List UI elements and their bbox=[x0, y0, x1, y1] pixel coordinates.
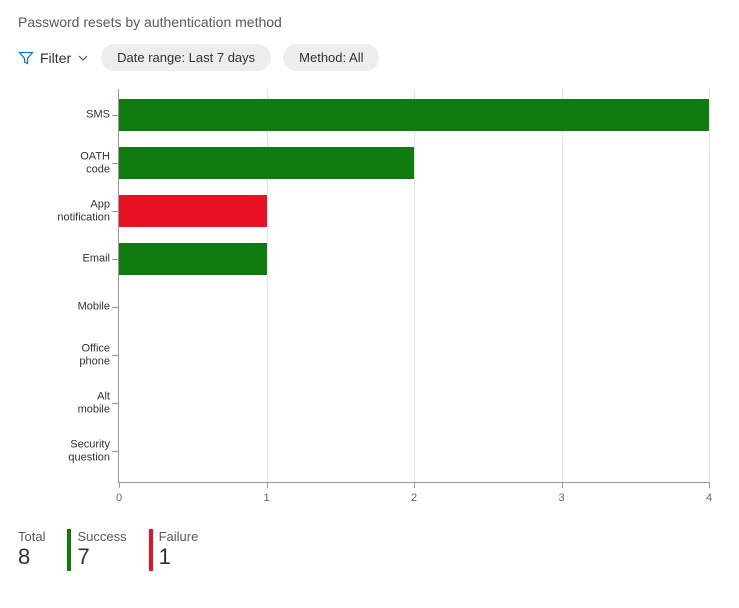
summary-item-0: Total8 bbox=[18, 529, 45, 570]
y-tick bbox=[112, 259, 118, 260]
bar-success[interactable] bbox=[119, 243, 267, 275]
y-axis-label: OATH code bbox=[20, 150, 110, 175]
bar-row bbox=[119, 339, 709, 371]
x-tick-label: 4 bbox=[706, 492, 712, 504]
bar-row bbox=[119, 291, 709, 323]
filter-icon bbox=[18, 50, 34, 66]
summary-row: Total8 Success7 Failure1 bbox=[18, 529, 721, 571]
y-axis-label: Email bbox=[20, 253, 110, 266]
summary-color-bar bbox=[67, 529, 71, 571]
x-tick-label: 1 bbox=[263, 492, 269, 504]
summary-label: Failure bbox=[159, 529, 199, 544]
summary-value: 1 bbox=[159, 544, 199, 570]
x-tick bbox=[119, 482, 120, 488]
filter-pill-0[interactable]: Date range: Last 7 days bbox=[101, 44, 271, 71]
filter-pill-container: Date range: Last 7 days Method: All bbox=[101, 44, 379, 71]
y-tick bbox=[112, 211, 118, 212]
y-tick bbox=[112, 307, 118, 308]
y-axis-label: Alt mobile bbox=[20, 390, 110, 415]
y-axis-label: App notification bbox=[20, 198, 110, 223]
y-axis-label: Office phone bbox=[20, 342, 110, 367]
bar-row bbox=[119, 147, 709, 179]
y-tick bbox=[112, 355, 118, 356]
x-tick-label: 0 bbox=[116, 492, 122, 504]
x-tick bbox=[709, 482, 710, 488]
y-tick bbox=[112, 403, 118, 404]
summary-text: Success7 bbox=[77, 529, 126, 570]
x-tick bbox=[562, 482, 563, 488]
summary-color-bar bbox=[149, 529, 153, 571]
bar-row bbox=[119, 243, 709, 275]
summary-item-1: Success7 bbox=[67, 529, 126, 571]
y-tick bbox=[112, 163, 118, 164]
page-title: Password resets by authentication method bbox=[18, 14, 721, 30]
chevron-down-icon bbox=[77, 52, 89, 64]
summary-value: 7 bbox=[77, 544, 126, 570]
x-tick bbox=[267, 482, 268, 488]
plot-area: 01234 bbox=[118, 89, 709, 483]
x-tick-label: 3 bbox=[558, 492, 564, 504]
filter-button[interactable]: Filter bbox=[18, 50, 89, 66]
bar-row bbox=[119, 387, 709, 419]
x-tick-label: 2 bbox=[411, 492, 417, 504]
bar-success[interactable] bbox=[119, 99, 709, 131]
summary-label: Total bbox=[18, 529, 45, 544]
bar-row bbox=[119, 195, 709, 227]
summary-text: Failure1 bbox=[159, 529, 199, 570]
summary-item-2: Failure1 bbox=[149, 529, 199, 571]
summary-label: Success bbox=[77, 529, 126, 544]
gridline bbox=[709, 89, 710, 482]
chart: 01234 SMSOATH codeApp notificationEmailM… bbox=[76, 89, 709, 509]
bar-row bbox=[119, 435, 709, 467]
y-tick bbox=[112, 451, 118, 452]
x-tick bbox=[414, 482, 415, 488]
bar-success[interactable] bbox=[119, 147, 414, 179]
filter-label: Filter bbox=[40, 50, 71, 66]
y-axis-label: Mobile bbox=[20, 301, 110, 314]
y-tick bbox=[112, 115, 118, 116]
y-axis-label: SMS bbox=[20, 109, 110, 122]
bar-row bbox=[119, 99, 709, 131]
summary-text: Total8 bbox=[18, 529, 45, 570]
filter-pill-1[interactable]: Method: All bbox=[283, 44, 379, 71]
summary-value: 8 bbox=[18, 544, 45, 570]
filter-row: Filter Date range: Last 7 days Method: Al… bbox=[18, 44, 721, 71]
y-axis-label: Security question bbox=[20, 438, 110, 463]
bar-failure[interactable] bbox=[119, 195, 267, 227]
